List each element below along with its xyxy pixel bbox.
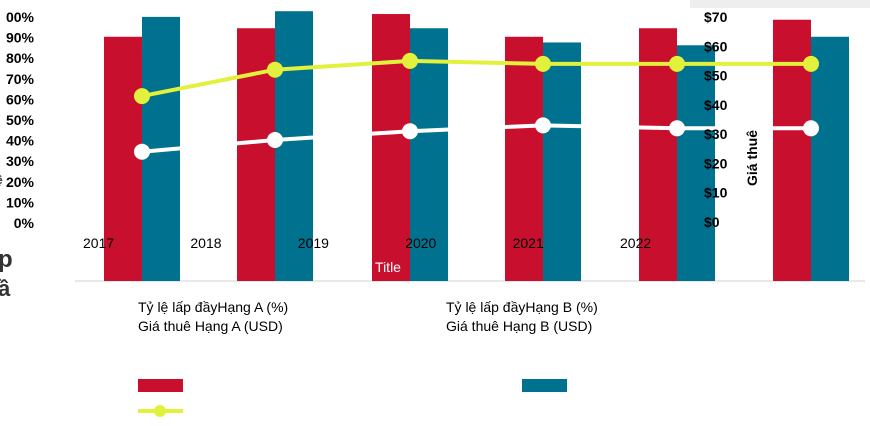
legend-swatch-b-occupancy [522,379,567,392]
side-fragment-2: ầ [0,276,11,301]
line-rent-b [141,123,811,154]
top-right-shade [690,0,870,8]
legend-label-a-rent: Giá thuê Hạng A (USD) [138,318,283,334]
point-rent-a-2017 [134,88,150,105]
x-category-labels: 2017 2018 2019 2020 2021 2022 [83,235,651,251]
y-axis-left: 00% 90% 80% 70% 60% 50% 40% 30% 20% 10% 0% [6,9,35,231]
y-right-tick: $50 [704,68,728,84]
y-right-tick: $40 [704,97,728,113]
bar-b-2021 [677,45,715,281]
point-rent-a-2020 [535,55,551,72]
bar-a-2017 [104,36,142,282]
bar-b-2019 [410,28,448,281]
point-rent-b-2017 [134,143,150,160]
y-left-tick: 90% [6,30,35,46]
y-right-tick: $20 [704,155,728,171]
bar-a-2021 [639,28,677,281]
y-left-tick: 70% [6,71,35,87]
x-category-label: 2018 [190,235,221,251]
y-left-tick: 30% [6,153,35,169]
point-rent-b-2021 [669,120,685,137]
y-right-tick: $10 [704,185,728,201]
y-left-tick: 40% [6,133,35,149]
legend-label-a-occupancy: Tỷ lệ lấp đầyHạng A (%) [138,299,289,315]
x-category-label: 2019 [298,235,329,251]
y-axis-right: $70 $60 $50 $40 $30 $20 $10 $0 [704,9,728,230]
point-rent-b-2019 [402,123,418,140]
y-left-tick: 00% [6,9,35,25]
y-left-tick: 50% [6,112,35,128]
bar-b-2018 [275,11,313,281]
legend-swatch-a-occupancy [138,379,183,392]
y-left-tick: 0% [14,215,35,231]
legend-label-b-rent: Giá thuê Hạng B (USD) [446,318,593,334]
side-fragment-3: ệ [0,173,3,187]
x-category-label: 2017 [83,235,114,251]
y-right-tick: $30 [704,126,728,142]
y-right-axis-label: Giá thuê [744,130,760,186]
point-rent-a-2021 [669,55,685,72]
x-category-label: 2022 [620,235,651,251]
y-left-tick: 60% [6,91,35,107]
y-right-tick: $0 [704,214,720,230]
x-category-label: 2021 [513,235,544,251]
bar-b-2020 [543,42,581,281]
point-rent-b-2018 [267,132,283,148]
side-fragment-1: p [0,246,13,273]
legend-label-b-occupancy: Tỷ lệ lấp đầyHạng B (%) [446,299,598,315]
legend-swatch-a-rent-marker [154,405,166,417]
point-rent-b-2022 [803,120,819,137]
y-left-tick: 20% [6,174,35,190]
x-axis-title: Title [375,259,401,275]
x-category-label: 2020 [405,235,436,251]
y-left-tick: 10% [6,194,35,210]
point-rent-a-2018 [267,61,283,78]
point-rent-b-2020 [535,117,551,134]
bar-a-2020 [505,36,543,282]
y-left-tick: 80% [6,50,35,66]
lines-group [134,52,819,160]
line-rent-a [141,58,811,99]
y-right-tick: $70 [704,9,728,25]
point-rent-a-2022 [803,55,819,72]
bar-b-2022 [811,36,849,282]
point-rent-a-2019 [402,52,418,69]
y-right-tick: $60 [704,38,728,54]
